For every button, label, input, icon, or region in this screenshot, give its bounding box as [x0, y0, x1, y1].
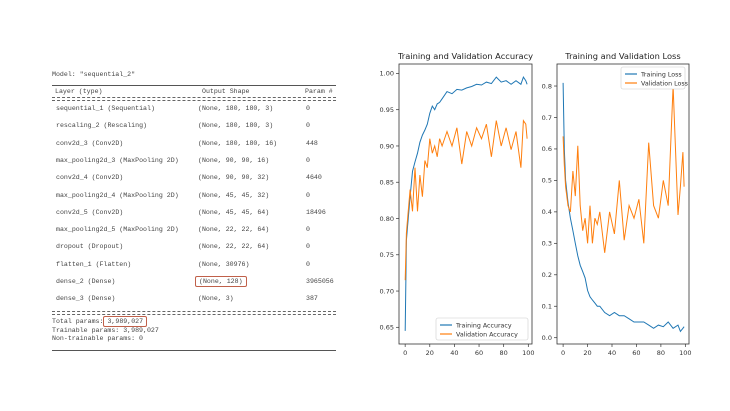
- cell-layer: max_pooling2d_3 (MaxPooling 2D): [56, 156, 179, 164]
- total-value: 3,989,027: [103, 316, 148, 327]
- cell-layer: sequential_1 (Sequential): [56, 105, 155, 112]
- legend: Training Loss Validation Loss: [620, 66, 688, 90]
- cell-params: 4640: [306, 174, 322, 182]
- legend-label: Validation Loss: [641, 80, 688, 87]
- x-tick-label: 60: [475, 349, 483, 357]
- trainable-params: Trainable params: 3,989,027: [52, 327, 159, 334]
- axes-frame: [398, 63, 533, 345]
- x-tick-label: 20: [426, 349, 434, 357]
- divider: [52, 97, 336, 101]
- y-tick-label: 0.1: [542, 303, 552, 311]
- legend-label: Training Loss: [640, 71, 682, 78]
- x-tick-label: 80: [500, 349, 508, 357]
- cell-shape: (None, 30976): [198, 260, 250, 268]
- y-tick-label: 0.70: [380, 287, 394, 295]
- y-tick-label: 0.4: [542, 208, 552, 216]
- x-tick-label: 80: [657, 349, 665, 357]
- cell-params: 0: [306, 243, 310, 251]
- x-tick-label: 20: [583, 349, 591, 357]
- x-tick-label: 0: [561, 349, 565, 357]
- cell-shape: (None, 45, 45, 64): [198, 208, 270, 216]
- accuracy-plot: Training and Validation Accuracy 0 20 40 60 8…: [380, 51, 535, 357]
- y-tick-label: 0.75: [380, 251, 394, 259]
- cell-layer: conv2d_5 (Conv2D): [56, 208, 124, 216]
- cell-layer: max_pooling2d_5 (MaxPooling 2D): [56, 226, 179, 234]
- divider: [52, 350, 336, 351]
- header-layer: Layer (type): [55, 88, 103, 95]
- cell-params: 0: [306, 156, 310, 164]
- cell-shape: (None, 128): [195, 276, 247, 287]
- cell-params: 0: [306, 122, 310, 130]
- cell-params: 0: [306, 105, 310, 112]
- y-tick-label: 1.00: [380, 70, 394, 78]
- x-tick-label: 60: [632, 349, 640, 357]
- total-label: Total params:: [52, 318, 104, 325]
- non-trainable-params: Non-trainable params: 0: [52, 335, 144, 342]
- header-params: Param #: [305, 88, 333, 95]
- model-name: Model: "sequential_2": [52, 71, 136, 78]
- legend: Training Accuracy Validation Accuracy: [435, 317, 529, 341]
- y-tick-label: 0.90: [380, 142, 394, 150]
- axes-frame: [556, 63, 690, 345]
- series-line-training-accuracy: [404, 75, 528, 331]
- y-tick-label: 0.0: [542, 334, 552, 342]
- x-tick-label: 100: [522, 349, 534, 357]
- y-tick-label: 0.6: [542, 145, 552, 153]
- header-shape: Output Shape: [202, 88, 250, 95]
- cell-params: 0: [306, 191, 310, 199]
- cell-shape: (None, 180, 180, 3): [198, 122, 274, 130]
- y-tick-label: 0.7: [542, 114, 552, 122]
- cell-shape: (None, 22, 22, 64): [198, 226, 270, 234]
- legend-label: Training Accuracy: [455, 322, 512, 329]
- total-params: Total params: 3,989,027: [52, 316, 148, 327]
- y-tick-label: 0.95: [380, 106, 394, 114]
- cell-params: 0: [306, 260, 310, 268]
- divider: [52, 311, 336, 315]
- cell-layer: dense_2 (Dense): [56, 278, 116, 285]
- y-tick-label: 0.85: [380, 179, 394, 187]
- y-tick-label: 0.65: [380, 324, 394, 332]
- cell-layer: dropout (Dropout): [56, 243, 124, 251]
- cell-shape: (None, 22, 22, 64): [198, 243, 270, 251]
- cell-layer: conv2d_3 (Conv2D): [56, 139, 124, 147]
- y-tick-label: 0.5: [542, 177, 552, 185]
- series-line-validation-accuracy: [404, 119, 528, 281]
- cell-params: 3965056: [306, 278, 334, 285]
- cell-layer: max_pooling2d_4 (MaxPooling 2D): [56, 191, 179, 199]
- series-line-validation-loss: [562, 85, 685, 253]
- chart-title: Training and Validation Accuracy: [397, 51, 533, 61]
- cell-shape: (None, 90, 90, 32): [198, 174, 270, 182]
- cell-params: 387: [306, 295, 318, 303]
- divider: [52, 85, 336, 86]
- cell-layer: dense_3 (Dense): [56, 295, 116, 303]
- series-line-training-loss: [562, 82, 685, 333]
- y-tick-label: 0.3: [542, 240, 552, 248]
- cell-params: 0: [306, 226, 310, 234]
- y-tick-label: 0.2: [542, 271, 552, 279]
- y-tick-label: 0.8: [542, 82, 552, 90]
- y-tick-label: 0.80: [380, 215, 394, 223]
- x-tick-label: 40: [450, 349, 458, 357]
- x-tick-label: 0: [403, 349, 407, 357]
- cell-layer: flatten_1 (Flatten): [56, 260, 132, 268]
- cell-shape: (None, 90, 90, 16): [198, 156, 270, 164]
- cell-shape: (None, 180, 180, 16): [198, 139, 278, 147]
- x-tick-label: 100: [679, 349, 691, 357]
- cell-layer: conv2d_4 (Conv2D): [56, 174, 124, 182]
- cell-shape: (None, 3): [198, 295, 234, 303]
- cell-params: 18496: [306, 208, 326, 216]
- legend-label: Validation Accuracy: [456, 331, 518, 338]
- cell-params: 448: [306, 139, 318, 147]
- chart-title: Training and Validation Loss: [564, 51, 680, 61]
- cell-shape: (None, 45, 45, 32): [198, 191, 270, 199]
- cell-shape: (None, 180, 180, 3): [198, 105, 274, 112]
- cell-layer: rescaling_2 (Rescaling): [56, 122, 148, 130]
- x-tick-label: 40: [608, 349, 616, 357]
- loss-chart: Training and Validation Loss 0 20 40 60 80 100…: [542, 51, 692, 357]
